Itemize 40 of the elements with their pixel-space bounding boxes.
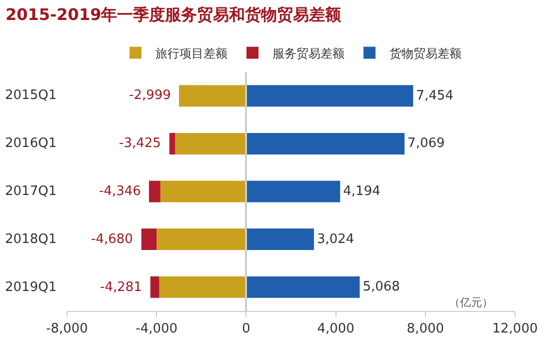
x-tick-label: 8,000: [406, 322, 444, 337]
x-tick-label: -8,000: [46, 322, 88, 337]
legend-label: 服务贸易差额: [272, 46, 344, 60]
chart-title: 2015-2019年一季度服务贸易和货物贸易差额: [6, 4, 342, 24]
data-label: 4,194: [343, 184, 380, 199]
data-label: 3,024: [316, 232, 354, 247]
x-tick-label: 12,000: [492, 322, 538, 337]
data-label: 7,069: [408, 136, 445, 152]
y-tick-label: 2015Q1: [5, 88, 57, 103]
annotation: （亿元）: [449, 296, 493, 309]
bar: [246, 180, 340, 202]
bar: [175, 132, 246, 154]
bar: [150, 276, 160, 298]
annotation: -4,281: [100, 280, 142, 295]
bar: [169, 132, 176, 154]
y-tick-label: 2016Q1: [5, 136, 57, 151]
bar: [179, 85, 246, 107]
annotation: -4,346: [99, 184, 141, 199]
y-tick-label: 2019Q1: [5, 280, 57, 295]
x-tick-label: -4,000: [136, 322, 178, 337]
x-tick-label: 4,000: [317, 322, 354, 337]
bar: [156, 228, 246, 250]
annotation: -2,999: [129, 88, 171, 103]
bar: [246, 228, 314, 250]
bar: [141, 228, 157, 250]
legend-label: 旅行项目差额: [156, 46, 228, 60]
bar: [159, 276, 246, 298]
bar: [246, 276, 360, 298]
bar: [160, 180, 246, 202]
bar: [246, 85, 414, 107]
x-tick-label: 0: [242, 322, 250, 337]
annotation: -4,680: [91, 232, 133, 247]
bar: [246, 132, 405, 154]
legend-label: 货物贸易差额: [390, 46, 462, 60]
data-label: 7,454: [416, 88, 454, 104]
data-label: 5,068: [362, 280, 400, 295]
y-tick-label: 2018Q1: [5, 232, 57, 247]
bar: [148, 180, 160, 202]
annotation: -3,425: [119, 136, 161, 151]
y-tick-label: 2017Q1: [5, 184, 57, 199]
